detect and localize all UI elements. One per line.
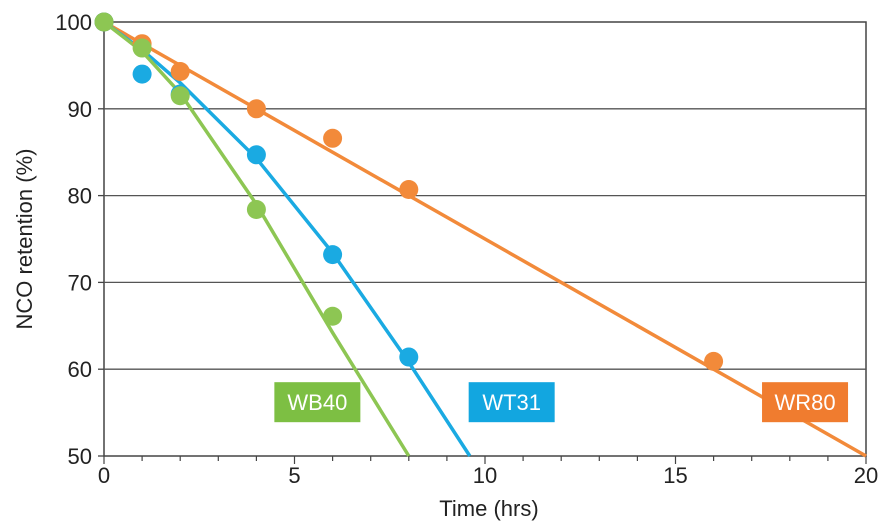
data-point-wt31 — [323, 245, 343, 265]
series-label-box-wb40 — [274, 382, 361, 423]
series-label-wr80: WR80 — [774, 390, 835, 415]
y-tick-label: 50 — [68, 444, 92, 469]
data-point-wb40 — [170, 86, 190, 106]
series-label-wb40: WB40 — [287, 390, 347, 415]
data-point-wt31 — [132, 64, 152, 84]
data-point-wb40 — [323, 306, 343, 326]
data-point-wt31 — [246, 145, 266, 165]
data-point-wr80 — [170, 61, 190, 81]
x-tick-label: 0 — [98, 463, 110, 488]
axis-ticks: 50 60 70 80 90 100 0 5 10 15 20 — [55, 10, 878, 488]
series-labels: WR80 WT31 WB40 — [274, 382, 849, 423]
x-axis-label: Time (hrs) — [439, 496, 538, 521]
x-tick-label: 15 — [663, 463, 687, 488]
x-tick-label: 5 — [288, 463, 300, 488]
series-label-box-wr80 — [762, 382, 849, 423]
y-tick-label: 60 — [68, 357, 92, 382]
gridlines — [104, 108, 866, 370]
data-point-wr80 — [246, 99, 266, 119]
fit-line-wr80 — [103, 20, 867, 458]
data-points — [94, 12, 724, 371]
data-point-wr80 — [323, 128, 343, 148]
y-tick-label: 90 — [68, 97, 92, 122]
data-point-wb40 — [246, 199, 266, 219]
series-label-box-wt31 — [468, 382, 555, 423]
data-point-wr80 — [399, 180, 419, 200]
data-point-wb40 — [132, 38, 152, 58]
y-tick-label: 70 — [68, 270, 92, 295]
y-axis-label: NCO retention (%) — [12, 149, 37, 330]
y-tick-label: 80 — [68, 184, 92, 209]
data-point-wt31 — [399, 347, 419, 367]
data-point-wr80 — [704, 351, 724, 371]
data-point-wb40 — [94, 12, 114, 32]
series-label-wt31: WT31 — [482, 390, 541, 415]
x-tick-label: 10 — [473, 463, 497, 488]
y-tick-label: 100 — [55, 10, 92, 35]
x-tick-label: 20 — [854, 463, 878, 488]
